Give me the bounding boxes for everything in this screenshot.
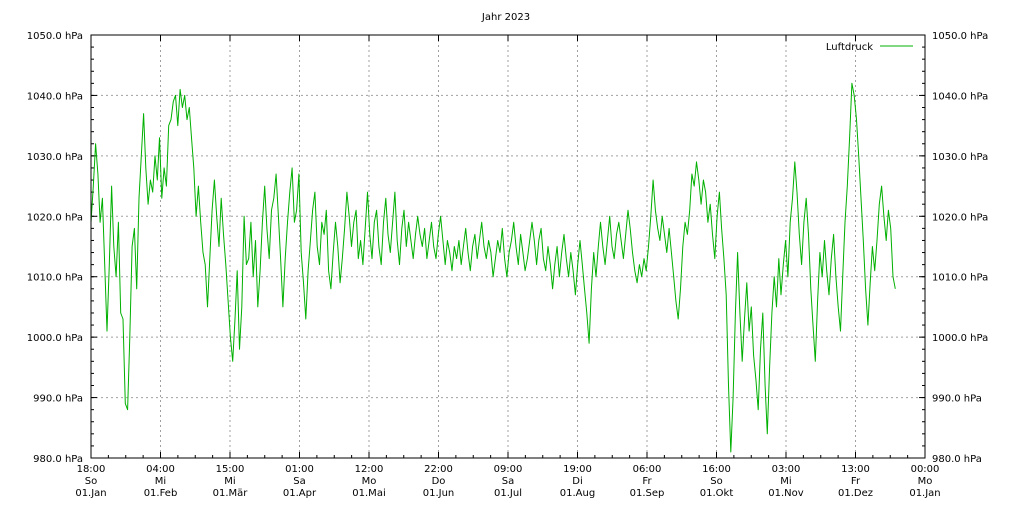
- x-tick-label-weekday: Mi: [780, 476, 791, 487]
- chart-title: Jahr 2023: [481, 12, 530, 23]
- x-tick-label-time: 03:00: [772, 464, 801, 475]
- x-tick-label-time: 15:00: [216, 464, 245, 475]
- x-tick-label-weekday: Do: [432, 476, 446, 487]
- x-tick-label-time: 04:00: [146, 464, 175, 475]
- x-tick-label-weekday: Fr: [642, 476, 652, 487]
- x-tick-label-date: 01.Sep: [630, 488, 665, 499]
- x-tick-label-time: 13:00: [841, 464, 870, 475]
- x-tick-label-date: 01.Dez: [838, 488, 873, 499]
- axes: 980.0 hPa 980.0 hPa 990.0 hPa 990.0 hPa 1000…: [27, 31, 988, 499]
- x-tick-label-date: 01.Apr: [283, 488, 317, 499]
- y-tick-label-left: 1020.0 hPa: [27, 212, 83, 223]
- x-tick-label-weekday: Mi: [155, 476, 166, 487]
- x-tick-label-date: 01.Jan: [75, 488, 106, 499]
- x-tick-label-weekday: So: [710, 476, 722, 487]
- y-tick-label-left: 1010.0 hPa: [27, 273, 83, 284]
- x-tick-label-date: 01.Okt: [700, 488, 734, 499]
- y-tick-label-left: 1040.0 hPa: [27, 91, 83, 102]
- y-tick-label-left: 990.0 hPa: [33, 394, 83, 405]
- x-tick-label-weekday: Mi: [224, 476, 235, 487]
- legend: Luftdruck: [826, 42, 913, 53]
- x-tick-label-time: 18:00: [77, 464, 106, 475]
- y-tick-label-right: 990.0 hPa: [932, 394, 982, 405]
- y-tick-label-left: 1000.0 hPa: [27, 333, 83, 344]
- legend-label: Luftdruck: [826, 42, 873, 53]
- x-tick-label-time: 09:00: [494, 464, 523, 475]
- series-line-luftdruck: [90, 82, 896, 453]
- x-tick-label-date: 01.Aug: [560, 488, 595, 499]
- x-tick-label-date: 01.Feb: [144, 488, 178, 499]
- y-tick-label-right: 1000.0 hPa: [932, 333, 988, 344]
- x-tick-label-time: 00:00: [911, 464, 940, 475]
- x-tick-label-date: 01.Mai: [352, 488, 385, 499]
- x-tick-label-time: 16:00: [702, 464, 731, 475]
- grid: [91, 35, 925, 458]
- x-tick-label-time: 06:00: [633, 464, 662, 475]
- y-tick-label-right: 1040.0 hPa: [932, 91, 988, 102]
- x-tick-label-date: 01.Jun: [423, 488, 455, 499]
- x-tick-label-weekday: Fr: [851, 476, 861, 487]
- x-tick-label-time: 12:00: [355, 464, 384, 475]
- x-tick-label-weekday: Sa: [502, 476, 514, 487]
- x-tick-label-date: 01.Nov: [768, 488, 804, 499]
- x-tick-label-date: 01.Jan: [909, 488, 940, 499]
- y-tick-label-right: 1010.0 hPa: [932, 273, 988, 284]
- y-tick-label-right: 1030.0 hPa: [932, 152, 988, 163]
- y-tick-label-right: 980.0 hPa: [932, 454, 982, 465]
- series-layer: [90, 82, 896, 453]
- x-tick-label-date: 01.Jul: [494, 488, 522, 499]
- x-tick-label-time: 22:00: [424, 464, 453, 475]
- x-tick-label-weekday: So: [85, 476, 97, 487]
- y-tick-label-right: 1050.0 hPa: [932, 31, 988, 42]
- y-tick-label-right: 1020.0 hPa: [932, 212, 988, 223]
- y-tick-label-left: 1050.0 hPa: [27, 31, 83, 42]
- y-tick-label-left: 1030.0 hPa: [27, 152, 83, 163]
- plot-frame: [90, 34, 926, 459]
- y-tick-label-left: 980.0 hPa: [33, 454, 83, 465]
- x-tick-label-weekday: Di: [572, 476, 582, 487]
- x-tick-label-weekday: Mo: [362, 476, 377, 487]
- x-tick-label-time: 01:00: [285, 464, 314, 475]
- x-tick-label-weekday: Mo: [918, 476, 933, 487]
- x-tick-label-date: 01.Mär: [213, 488, 249, 499]
- x-tick-label-time: 19:00: [563, 464, 592, 475]
- x-tick-label-weekday: Sa: [293, 476, 305, 487]
